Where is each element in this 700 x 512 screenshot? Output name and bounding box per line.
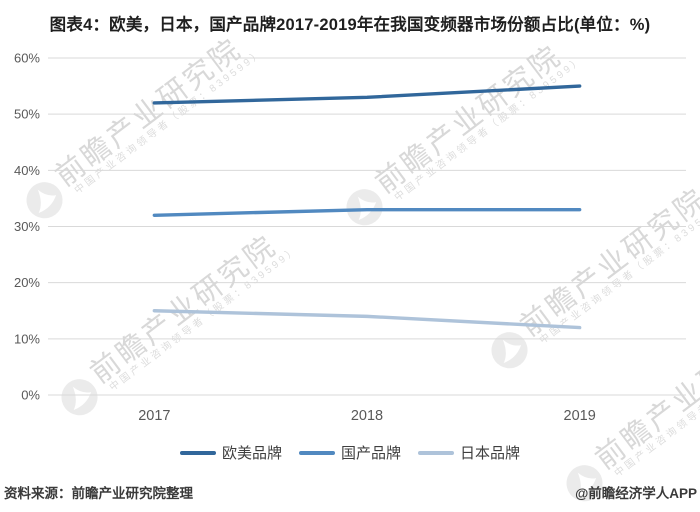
legend-swatch	[298, 450, 335, 455]
legend-swatch	[179, 450, 216, 455]
svg-text:30%: 30%	[14, 219, 40, 234]
legend-swatch	[418, 450, 454, 455]
svg-text:60%: 60%	[14, 51, 40, 66]
svg-text:10%: 10%	[14, 331, 40, 346]
svg-text:50%: 50%	[14, 107, 40, 122]
credit-note: @前瞻经济学人APP	[575, 486, 697, 501]
svg-text:2019: 2019	[564, 408, 596, 424]
legend-label: 国产品牌	[340, 445, 401, 462]
legend-label: 欧美品牌	[221, 445, 282, 462]
source-note: 资料来源：前瞻产业研究院整理	[4, 486, 193, 501]
legend-item-guochan: 国产品牌	[298, 442, 401, 463]
legend-label: 日本品牌	[460, 445, 521, 462]
legend-item-riben: 日本品牌	[418, 442, 520, 463]
svg-text:2018: 2018	[351, 408, 383, 424]
legend-item-oumei: 欧美品牌	[179, 442, 282, 463]
svg-text:40%: 40%	[14, 163, 40, 178]
chart-legend: 欧美品牌 国产品牌 日本品牌	[0, 442, 700, 463]
svg-text:20%: 20%	[14, 275, 40, 290]
line-chart: 0% 10% 20% 30% 40% 50% 60% 2017 2018 2019	[14, 51, 686, 424]
svg-text:2017: 2017	[138, 408, 170, 424]
chart-title: 图表4：欧美，日本，国产品牌2017-2019年在我国变频器市场份额占比(单位：…	[49, 16, 651, 34]
svg-text:0%: 0%	[21, 388, 40, 403]
